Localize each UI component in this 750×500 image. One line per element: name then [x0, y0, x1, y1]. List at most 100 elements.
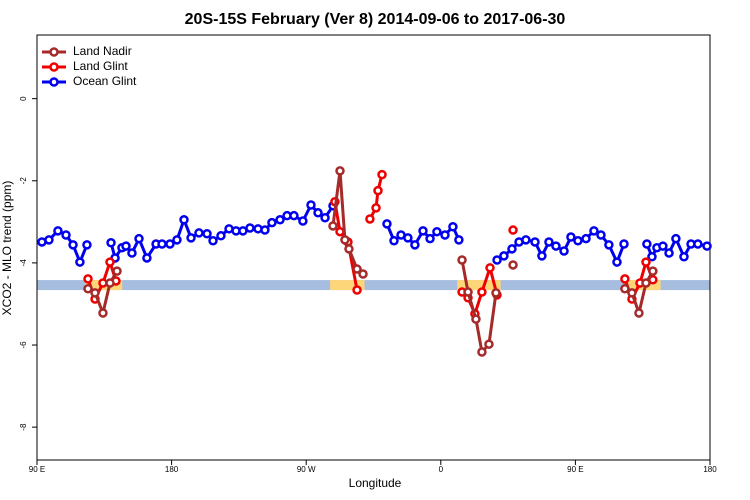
point — [530, 237, 540, 247]
point — [589, 226, 599, 236]
point — [457, 255, 467, 265]
point — [344, 244, 354, 254]
point — [693, 239, 703, 249]
point — [559, 246, 569, 256]
point — [267, 217, 277, 228]
point — [679, 251, 689, 262]
point — [83, 284, 93, 294]
y-tick-label: 0 — [19, 96, 28, 101]
point — [105, 278, 115, 288]
point — [208, 235, 218, 246]
point — [75, 257, 85, 267]
point — [245, 223, 255, 233]
point — [298, 216, 308, 226]
point — [202, 228, 212, 239]
point — [702, 241, 712, 251]
point — [313, 208, 323, 218]
point — [484, 339, 494, 349]
point — [658, 241, 668, 251]
point — [648, 266, 658, 276]
point — [432, 226, 442, 237]
point — [371, 203, 381, 213]
point — [186, 233, 196, 243]
series-line — [87, 170, 655, 356]
point — [566, 232, 576, 242]
point — [172, 235, 182, 245]
point — [275, 215, 285, 225]
y-tick-label: -2 — [19, 177, 28, 185]
point — [471, 314, 481, 324]
point — [98, 308, 108, 318]
point — [491, 288, 501, 298]
point — [619, 239, 629, 249]
y-tick-label: -6 — [19, 341, 28, 349]
point — [641, 278, 651, 288]
point — [105, 257, 115, 267]
point — [671, 233, 681, 244]
point — [165, 239, 175, 249]
x-axis-label: Longitude — [349, 476, 402, 490]
point — [477, 287, 487, 297]
point — [306, 200, 316, 210]
point — [627, 288, 637, 298]
point — [620, 284, 630, 294]
point — [537, 251, 547, 261]
point — [647, 251, 657, 262]
point — [382, 219, 392, 229]
point — [121, 241, 131, 251]
point — [521, 235, 531, 245]
point — [440, 230, 450, 240]
point — [620, 274, 630, 284]
point — [53, 226, 63, 236]
point — [328, 221, 338, 231]
point — [573, 235, 583, 246]
x-tick-label: 90 E — [29, 465, 45, 474]
legend-label: Land Nadir — [73, 44, 132, 58]
point — [581, 233, 591, 244]
point — [289, 210, 299, 221]
x-tick-label: 90 W — [297, 465, 316, 474]
x-tick-label: 180 — [165, 465, 179, 474]
y-tick-label: -4 — [19, 259, 28, 267]
legend-label: Ocean Glint — [73, 74, 137, 88]
point — [507, 244, 517, 254]
point — [634, 308, 644, 318]
point — [352, 264, 362, 274]
x-tick-label: 180 — [703, 465, 717, 474]
point — [44, 235, 54, 245]
point — [448, 222, 458, 232]
point — [340, 235, 350, 245]
point — [612, 257, 622, 267]
x-tick-label: 90 E — [567, 465, 583, 474]
point — [403, 233, 413, 243]
point — [335, 226, 345, 237]
point — [142, 253, 152, 263]
point — [596, 230, 606, 240]
legend-marker — [49, 77, 59, 87]
point — [157, 239, 167, 249]
legend-label: Land Glint — [73, 59, 128, 73]
land-strip — [330, 280, 365, 291]
point — [410, 240, 420, 250]
point — [134, 233, 144, 244]
point — [82, 240, 92, 250]
point — [112, 266, 122, 276]
point — [90, 288, 100, 298]
point — [418, 226, 428, 236]
point — [377, 169, 387, 180]
x-tick-label: 0 — [439, 465, 444, 474]
point — [499, 251, 509, 261]
y-tick-label: -8 — [19, 423, 28, 431]
point — [335, 166, 345, 176]
point — [352, 285, 362, 295]
point — [508, 225, 518, 235]
point — [320, 212, 330, 223]
point — [508, 260, 518, 270]
point — [68, 240, 78, 250]
point — [358, 269, 368, 279]
point — [664, 248, 674, 258]
point — [642, 239, 652, 249]
point — [485, 263, 495, 273]
point — [454, 235, 464, 245]
